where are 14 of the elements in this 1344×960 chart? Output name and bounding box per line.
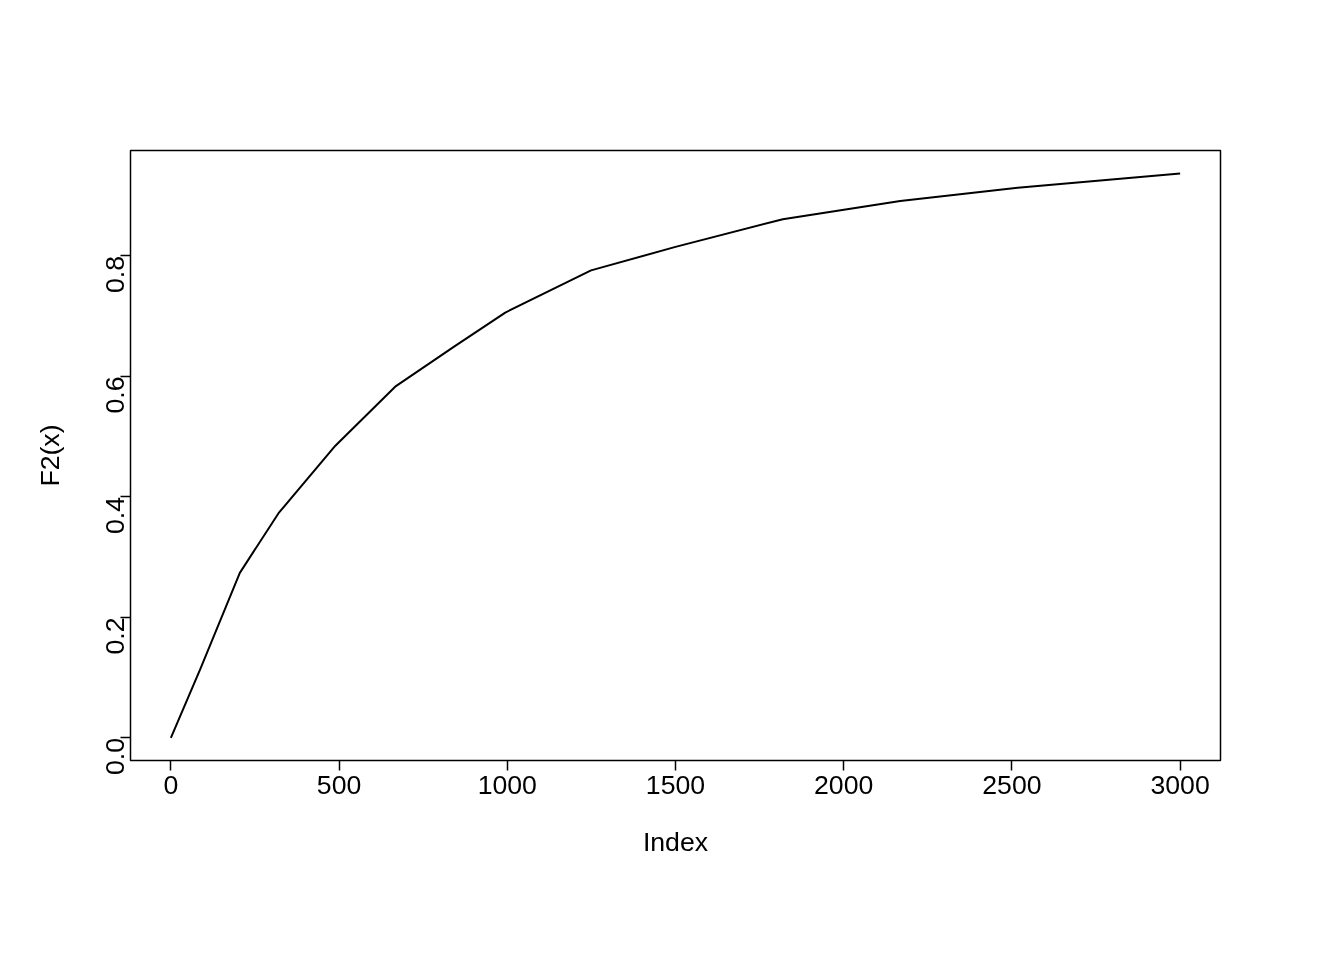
- y-tick-label: 0.6: [100, 376, 131, 414]
- y-tick-label: 0.4: [100, 496, 131, 534]
- y-tick-label: 0.8: [100, 255, 131, 293]
- x-tick-label: 1000: [477, 769, 537, 800]
- x-tick-label: 0: [163, 769, 179, 800]
- x-tick-label: 2500: [982, 769, 1042, 800]
- y-axis-title: F2(x): [34, 424, 65, 487]
- y-tick-label: 0.2: [100, 617, 131, 655]
- x-tick-label: 2000: [814, 769, 874, 800]
- x-tick-label: 3000: [1150, 769, 1210, 800]
- x-tick-label: 1500: [645, 769, 706, 800]
- y-tick-label: 0.0: [100, 737, 131, 775]
- x-axis-title: Index: [642, 826, 709, 857]
- x-tick-label: 500: [316, 769, 362, 800]
